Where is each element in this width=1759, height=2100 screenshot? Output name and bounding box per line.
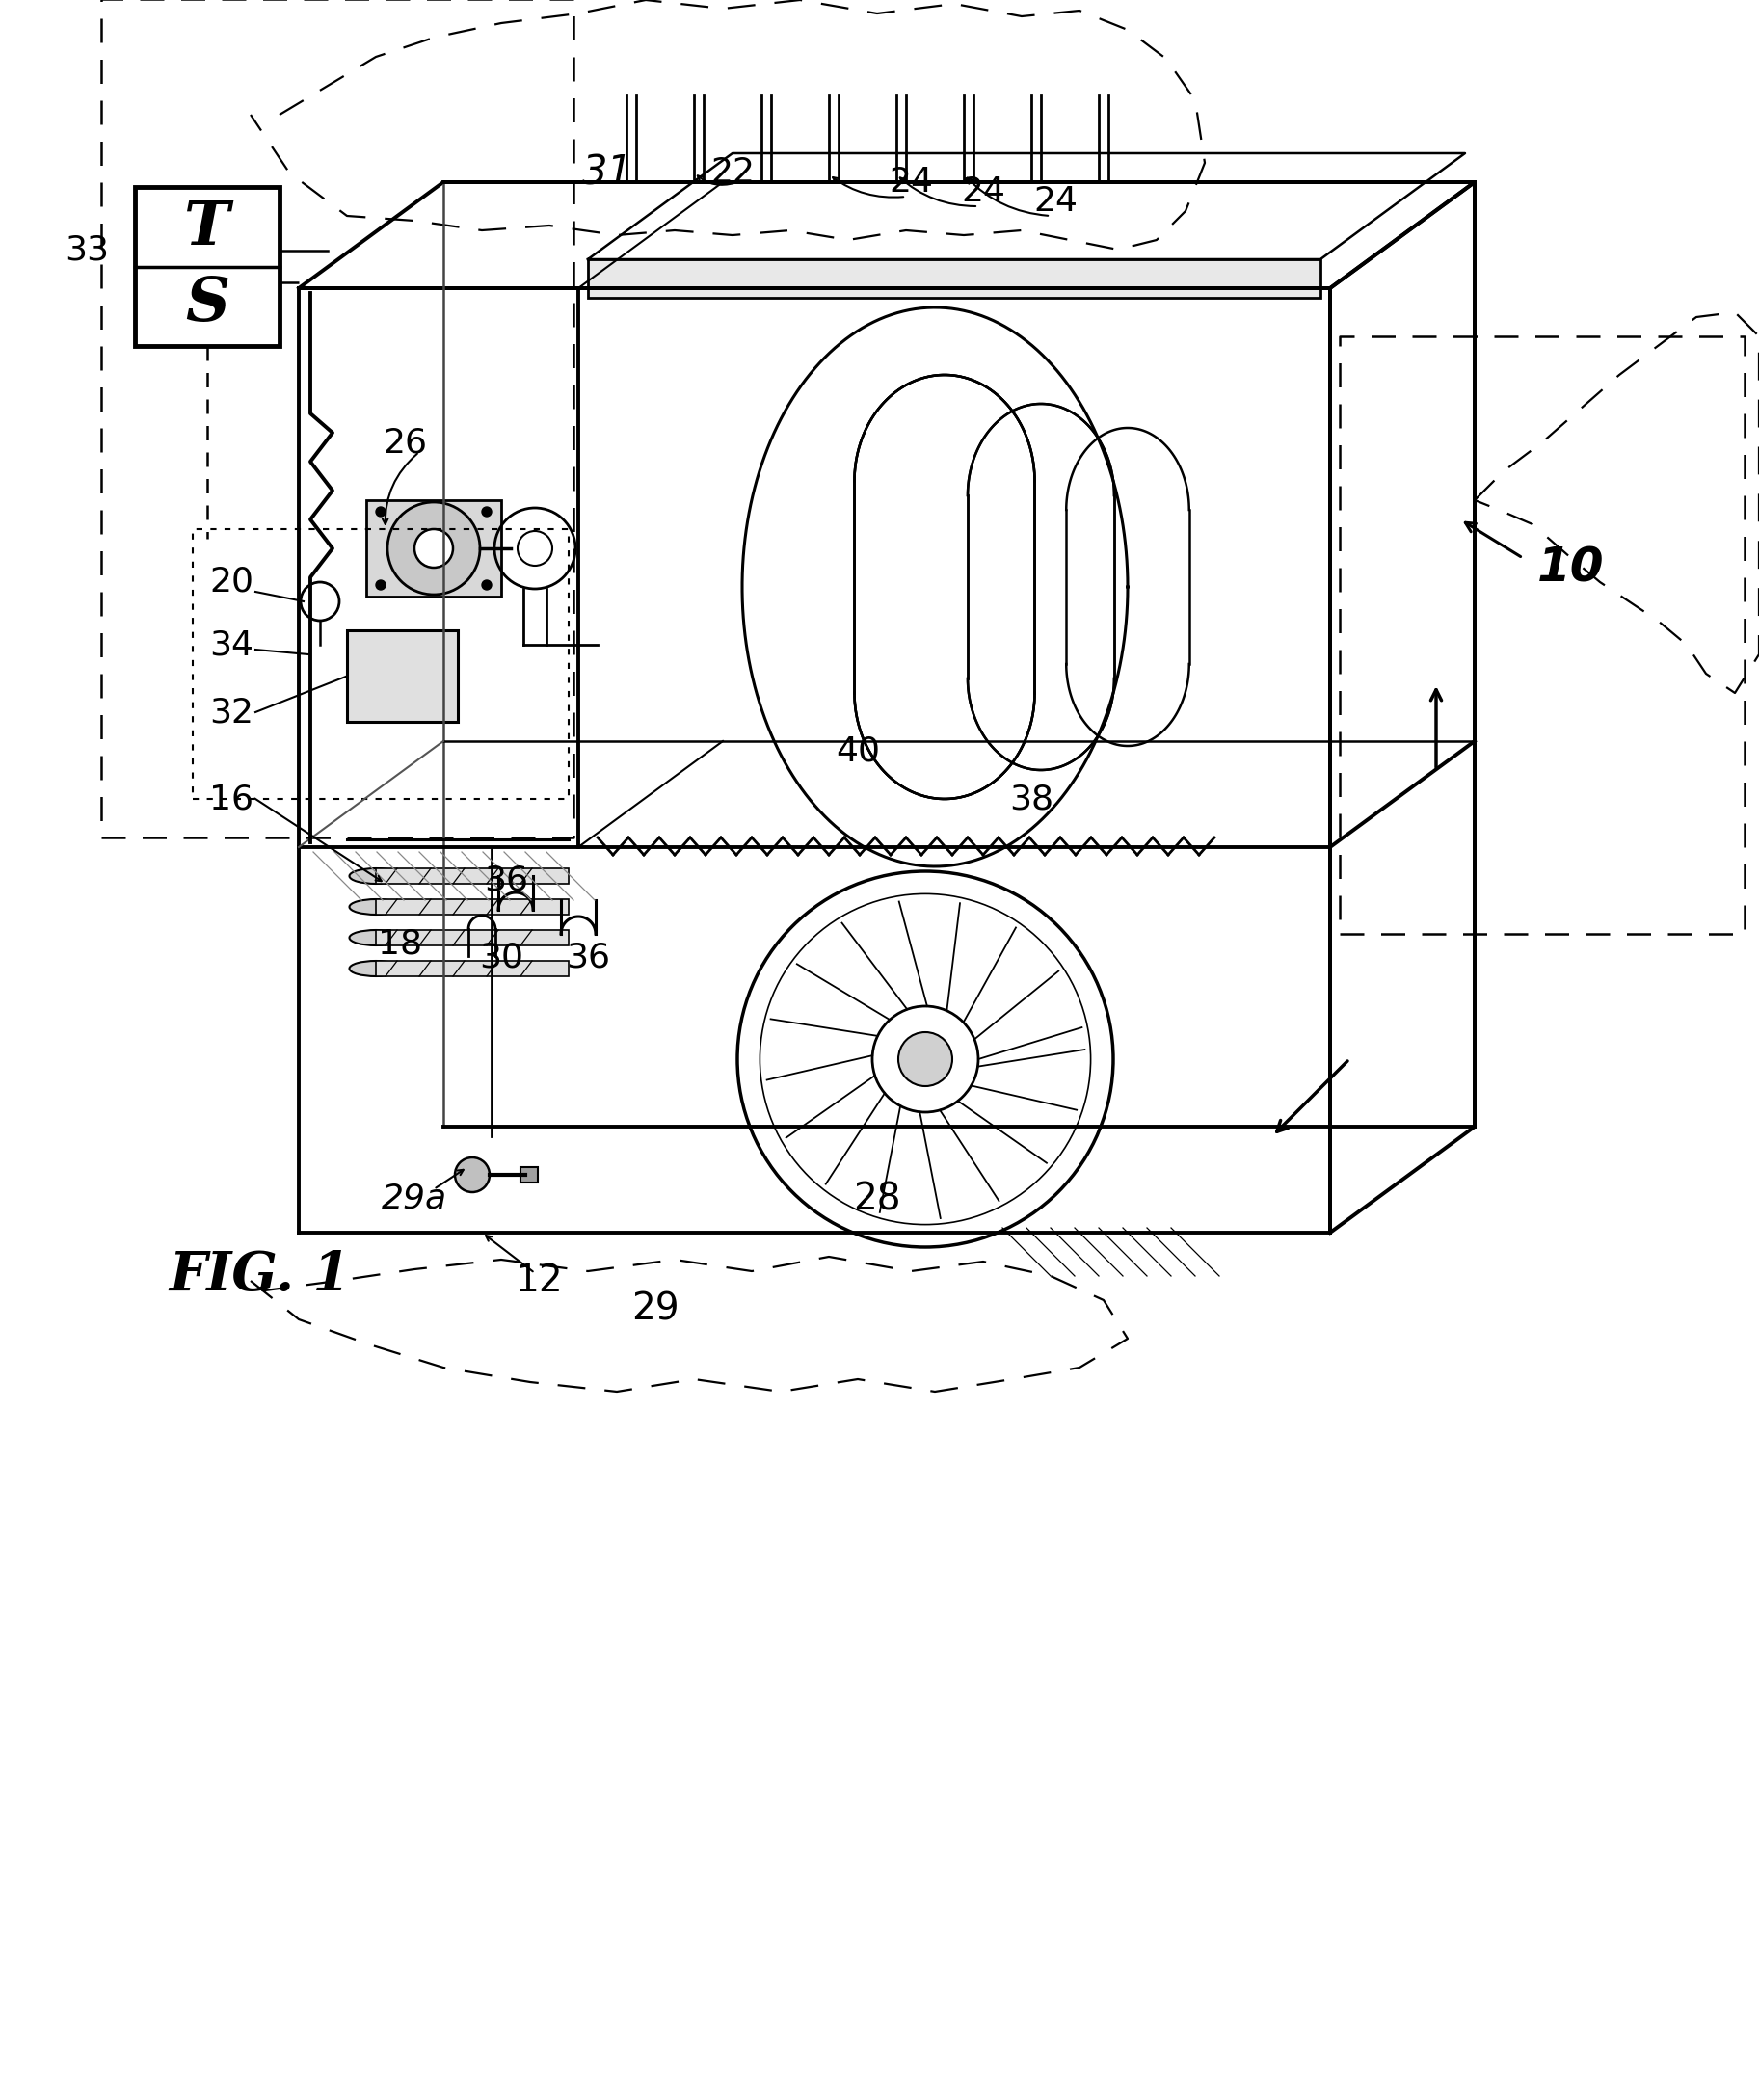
Ellipse shape [350, 867, 403, 884]
Text: 32: 32 [209, 695, 253, 729]
Text: 29: 29 [631, 1292, 679, 1327]
Text: 29a: 29a [382, 1182, 447, 1216]
Bar [521, 1168, 538, 1182]
Text: 12: 12 [515, 1262, 563, 1300]
Text: 16: 16 [209, 783, 253, 815]
Text: 24: 24 [888, 166, 932, 200]
Text: 30: 30 [478, 941, 524, 974]
Text: 26: 26 [383, 426, 427, 458]
Ellipse shape [350, 899, 403, 916]
Text: 31: 31 [582, 153, 633, 193]
Bar [376, 867, 568, 884]
Text: 20: 20 [209, 565, 253, 598]
Text: 38: 38 [1010, 783, 1054, 815]
Bar [588, 258, 1321, 298]
Bar [135, 187, 280, 346]
Text: 36: 36 [484, 865, 528, 897]
Text: 36: 36 [566, 941, 610, 974]
Circle shape [456, 1157, 489, 1193]
Circle shape [387, 502, 480, 594]
Text: 33: 33 [65, 235, 109, 267]
Text: 24: 24 [960, 176, 1006, 208]
Bar [376, 962, 568, 977]
Circle shape [482, 580, 491, 590]
Circle shape [482, 506, 491, 517]
Text: 10: 10 [1537, 544, 1604, 590]
Bar [366, 500, 501, 596]
Text: S: S [185, 275, 229, 334]
Circle shape [376, 506, 385, 517]
Bar [347, 630, 457, 722]
Text: 24: 24 [1033, 185, 1078, 218]
Ellipse shape [350, 962, 403, 977]
Text: 34: 34 [209, 628, 253, 662]
Circle shape [376, 580, 385, 590]
Circle shape [415, 529, 454, 567]
Text: T: T [185, 200, 230, 258]
Text: FIG. 1: FIG. 1 [169, 1250, 350, 1302]
Bar [376, 930, 568, 945]
Text: 40: 40 [836, 735, 880, 766]
Circle shape [899, 1033, 952, 1086]
Text: 28: 28 [853, 1180, 901, 1218]
Text: 22: 22 [711, 155, 755, 189]
Bar [376, 899, 568, 916]
Text: 18: 18 [378, 926, 422, 960]
Ellipse shape [350, 930, 403, 945]
